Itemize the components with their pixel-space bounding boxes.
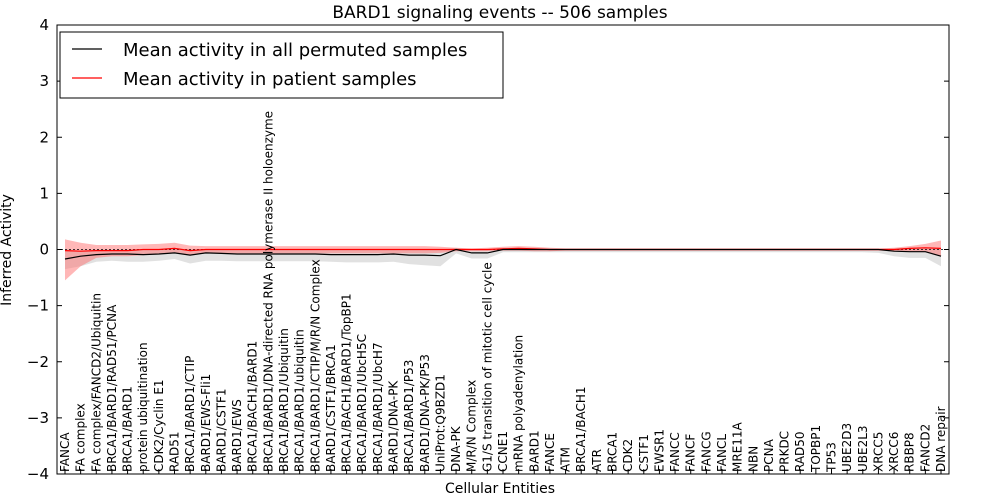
x-tick-label: UBE2L3 [856,425,870,472]
x-tick-label: BRCA1 [606,432,620,472]
x-tick-label: RAD50 [793,431,807,472]
x-tick-label: DNA-PK [449,425,463,472]
y-tick-label: 1 [39,184,49,202]
legend-label-permuted: Mean activity in all permuted samples [123,40,467,61]
x-tick-label: CDK2 [621,439,635,472]
x-tick-label: BRCA1/BARD1 [121,386,135,472]
y-tick-label: 3 [39,72,49,90]
x-tick-label: FANCA [58,432,72,472]
x-tick-label: BRCA1/BARD1/CTIP [183,356,197,472]
x-tick-label: BRCA1/BARD1/Ubiquitin [277,328,291,472]
x-tick-label: CSTF1 [637,434,651,472]
x-tick-label: ATM [559,447,573,472]
x-tick-label: G1/S transition of mitotic cell cycle [480,262,494,472]
x-tick-label: XRCC5 [871,432,885,472]
legend: Mean activity in all permuted samples Me… [59,31,504,99]
x-axis-label: Cellular Entities [445,481,555,497]
x-tick-label: BRCA1/BACH1 [574,386,588,472]
x-tick-label: BARD1 [527,430,541,472]
x-tick-label: TP53 [825,442,839,473]
x-tick-label: BARD1/CSTF1 [214,388,228,472]
x-tick-label: ATR [590,449,604,472]
x-tick-label: RBBP8 [903,432,917,472]
x-tick-label: FANCL [715,434,729,472]
x-tick-label: NBN [746,446,760,472]
x-tick-label: BRCA1/BARD1/RAD51/PCNA [105,304,119,472]
legend-box [59,31,504,99]
y-tick-label: −1 [27,297,49,315]
x-tick-label: CCNE1 [496,431,510,472]
y-axis-label: Inferred Activity [0,194,15,306]
x-tick-label: BRCA1/BARD1/DNA-directed RNA polymerase … [261,111,275,472]
x-tick-label: FANCF [684,434,698,472]
y-tick-label: −4 [27,465,49,483]
x-tick-label: UBE2D3 [840,423,854,472]
x-tick-label: EWSR1 [652,429,666,472]
x-tick-label: FA complex [74,403,88,472]
y-tick-label: 0 [39,241,49,259]
x-tick-label: XRCC6 [887,432,901,472]
x-tick-label: FANCE [543,433,557,472]
y-tick-label: 4 [39,16,49,34]
x-tick-label: BRCA1/BACH1/BARD1 [246,341,260,472]
x-tick-label: BRCA1/BARD1/CTIP/M/R/N Complex [308,259,322,472]
x-tick-labels: FANCA FA complex FA complex/FANCD2/Ubiquit… [58,111,948,474]
y-tick-label: 2 [39,128,49,146]
x-tick-label: FA complex/FANCD2/Ubiquitin [89,293,103,472]
x-tick-label: TOPBP1 [809,425,823,473]
x-tick-label: M/R/N Complex [465,380,479,472]
plot-frame [56,24,950,475]
legend-label-patient: Mean activity in patient samples [123,69,417,90]
y-ticks: −4 −3 −2 −1 0 1 2 3 4 [27,16,949,483]
series-0-line [64,248,942,260]
x-tick-label: BRCA1/BACH1/BARD1/TopBP1 [340,293,354,472]
x-tick-label: protein ubiquitination [136,342,150,472]
x-tick-label: FANCD2 [918,424,932,472]
x-tick-label: BRCA1/BARD1/UbcH5C [355,334,369,472]
x-tick-label: FANCG [699,431,713,472]
x-tick-label: BRCA1/BARD1/UbcH7 [371,342,385,472]
y-tick-label: −3 [27,409,49,427]
x-tick-label: mRNA polyadenylation [512,335,526,472]
x-tick-label: CDK2/Cyclin E1 [152,379,166,472]
plot-area [57,239,949,281]
x-tick-label: DNA repair [934,406,948,472]
x-tick-label: MRE11A [731,421,745,472]
x-tick-label: PCNA [762,438,776,472]
x-tick-label: BARD1/CSTF1/BRCA1 [324,344,338,472]
x-tick-label: PRKDC [778,431,792,472]
x-tick-label: BARD1/DNA-PK [387,380,401,472]
y-tick-label: −2 [27,353,49,371]
x-tick-label: RAD51 [168,431,182,472]
x-tick-label: BRCA1/BARD1/ubiquitin [293,329,307,472]
x-tick-label: BRCA1/BARD1/P53 [402,360,416,472]
x-tick-label: BARD1/DNA-PK/P53 [418,354,432,472]
x-tick-label: BARD1/EWS [230,399,244,472]
x-tick-label: BARD1/EWS-Fli1 [199,374,213,472]
chart-title: BARD1 signaling events -- 506 samples [332,3,667,23]
x-tick-label: UniProt:Q9BZD1 [433,374,447,472]
x-tick-label: FANCC [668,432,682,472]
